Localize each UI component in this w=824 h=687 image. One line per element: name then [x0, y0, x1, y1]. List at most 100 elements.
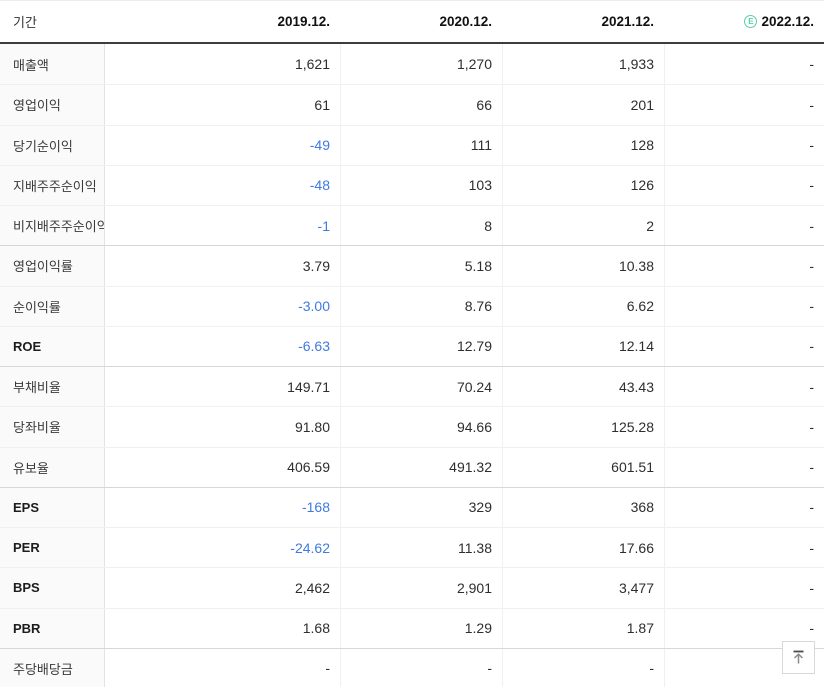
- row-label: 매출액: [0, 44, 105, 85]
- table-cell: -: [664, 246, 824, 286]
- header-period-label: 기간: [13, 15, 37, 30]
- table-cell: 8.76: [340, 286, 502, 326]
- scroll-to-top-button[interactable]: [782, 641, 815, 674]
- table-cell: -: [664, 528, 824, 568]
- table-cell: 17.66: [502, 528, 664, 568]
- table-cell: -: [664, 568, 824, 608]
- table-cell: 128: [502, 125, 664, 165]
- row-label: 당좌비율: [0, 407, 105, 447]
- row-label: 유보율: [0, 447, 105, 487]
- table-row: BPS 2,462 2,901 3,477-: [0, 567, 824, 608]
- row-label: 지배주주순이익: [0, 165, 105, 205]
- header-col-2021: 2021.12.: [601, 14, 654, 29]
- table-row: 영업이익 61 66 201-: [0, 84, 824, 125]
- table-cell: 491.32: [340, 447, 502, 487]
- table-cell: 11.38: [340, 528, 502, 568]
- table-cell: -: [664, 44, 824, 85]
- table-cell: 149.71: [287, 378, 330, 395]
- table-cell: 329: [340, 487, 502, 527]
- table-cell: 2,901: [340, 568, 502, 608]
- table-cell: 3.79: [302, 257, 330, 274]
- table-cell: 111: [340, 125, 502, 165]
- table-cell: -: [340, 648, 502, 687]
- table-row: PBR 1.68 1.29 1.87-: [0, 607, 824, 648]
- table-cell: 601.51: [502, 447, 664, 487]
- table-cell: -: [502, 648, 664, 687]
- table-body: 매출액 1,621 1,270 1,933- 영업이익 61 66 201- 당기순이익…: [0, 44, 824, 687]
- table-cell: -6.63: [298, 338, 330, 355]
- estimate-icon: E: [744, 15, 758, 28]
- table-cell: -: [664, 326, 824, 366]
- table-cell: 1.87: [502, 608, 664, 648]
- table-cell: -: [664, 367, 824, 407]
- table-cell: -: [664, 125, 824, 165]
- table-cell: 94.66: [340, 407, 502, 447]
- table-header: 기간 2019.12. 2020.12. 2021.12. E 2022.12.: [0, 1, 824, 44]
- header-col-2020: 2020.12.: [439, 14, 492, 29]
- table-row: 당좌비율 91.80 94.66 125.28-: [0, 406, 824, 447]
- table-row: 지배주주순이익 -48 103 126-: [0, 164, 824, 205]
- table-cell: 12.14: [502, 326, 664, 366]
- table-cell: 61: [314, 96, 330, 113]
- table-cell: -48: [309, 177, 330, 194]
- table-cell: -24.62: [290, 539, 330, 556]
- table-cell: -: [664, 407, 824, 447]
- row-label: EPS: [0, 487, 105, 527]
- header-col-2019: 2019.12.: [277, 14, 330, 29]
- table-cell: 43.43: [502, 367, 664, 407]
- table-cell: 5.18: [340, 246, 502, 286]
- table-cell: 12.79: [340, 326, 502, 366]
- table-cell: 3,477: [502, 568, 664, 608]
- table-cell: -1: [317, 217, 330, 234]
- table-cell: -: [664, 286, 824, 326]
- table-cell: 8: [340, 206, 502, 246]
- table-row: EPS -168 329 368-: [0, 486, 824, 527]
- table-cell: -: [664, 487, 824, 527]
- table-cell: -168: [301, 499, 330, 516]
- table-row: PER -24.62 11.38 17.66-: [0, 527, 824, 568]
- table-cell: -: [664, 165, 824, 205]
- header-col-2022-estimate: E 2022.12.: [664, 14, 824, 29]
- table-cell: 406.59: [287, 459, 330, 476]
- table-row: 비지배주주순이익 -1 8 2-: [0, 205, 824, 246]
- table-cell: 1.29: [340, 608, 502, 648]
- table-cell: 201: [502, 85, 664, 125]
- table-row: 주당배당금 ----: [0, 647, 824, 687]
- row-label: PBR: [0, 608, 105, 648]
- table-row: 당기순이익 -49 111 128-: [0, 124, 824, 165]
- header-col-2022-label: 2022.12.: [761, 14, 814, 29]
- table-cell: 368: [502, 487, 664, 527]
- table-row: 영업이익률 3.79 5.18 10.38-: [0, 245, 824, 286]
- table-cell: -: [325, 660, 330, 677]
- table-cell: 1.68: [302, 620, 330, 637]
- table-cell: 10.38: [502, 246, 664, 286]
- table-cell: -49: [309, 137, 330, 154]
- table-cell: 103: [340, 165, 502, 205]
- row-label: 영업이익: [0, 85, 105, 125]
- row-label: 부채비율: [0, 367, 105, 407]
- table-row: 유보율 406.59 491.32 601.51-: [0, 446, 824, 487]
- table-row: ROE -6.63 12.79 12.14-: [0, 325, 824, 366]
- table-cell: 91.80: [294, 418, 330, 435]
- table-cell: -: [664, 447, 824, 487]
- row-label: 영업이익률: [0, 246, 105, 286]
- row-label: PER: [0, 528, 105, 568]
- table-cell: 1,933: [502, 44, 664, 85]
- table-cell: 1,270: [340, 44, 502, 85]
- table-cell: 126: [502, 165, 664, 205]
- table-cell: -: [664, 206, 824, 246]
- table-cell: 2: [502, 206, 664, 246]
- table-cell: -: [664, 608, 824, 648]
- table-cell: 6.62: [502, 286, 664, 326]
- row-label: 순이익률: [0, 286, 105, 326]
- row-label: 비지배주주순이익: [0, 206, 105, 246]
- table-row: 순이익률 -3.00 8.76 6.62-: [0, 285, 824, 326]
- table-cell: 125.28: [502, 407, 664, 447]
- table-cell: 70.24: [340, 367, 502, 407]
- table-row: 매출액 1,621 1,270 1,933-: [0, 44, 824, 85]
- row-label: BPS: [0, 568, 105, 608]
- table-cell: 2,462: [294, 579, 330, 596]
- row-label: ROE: [0, 326, 105, 366]
- table-cell: -: [664, 85, 824, 125]
